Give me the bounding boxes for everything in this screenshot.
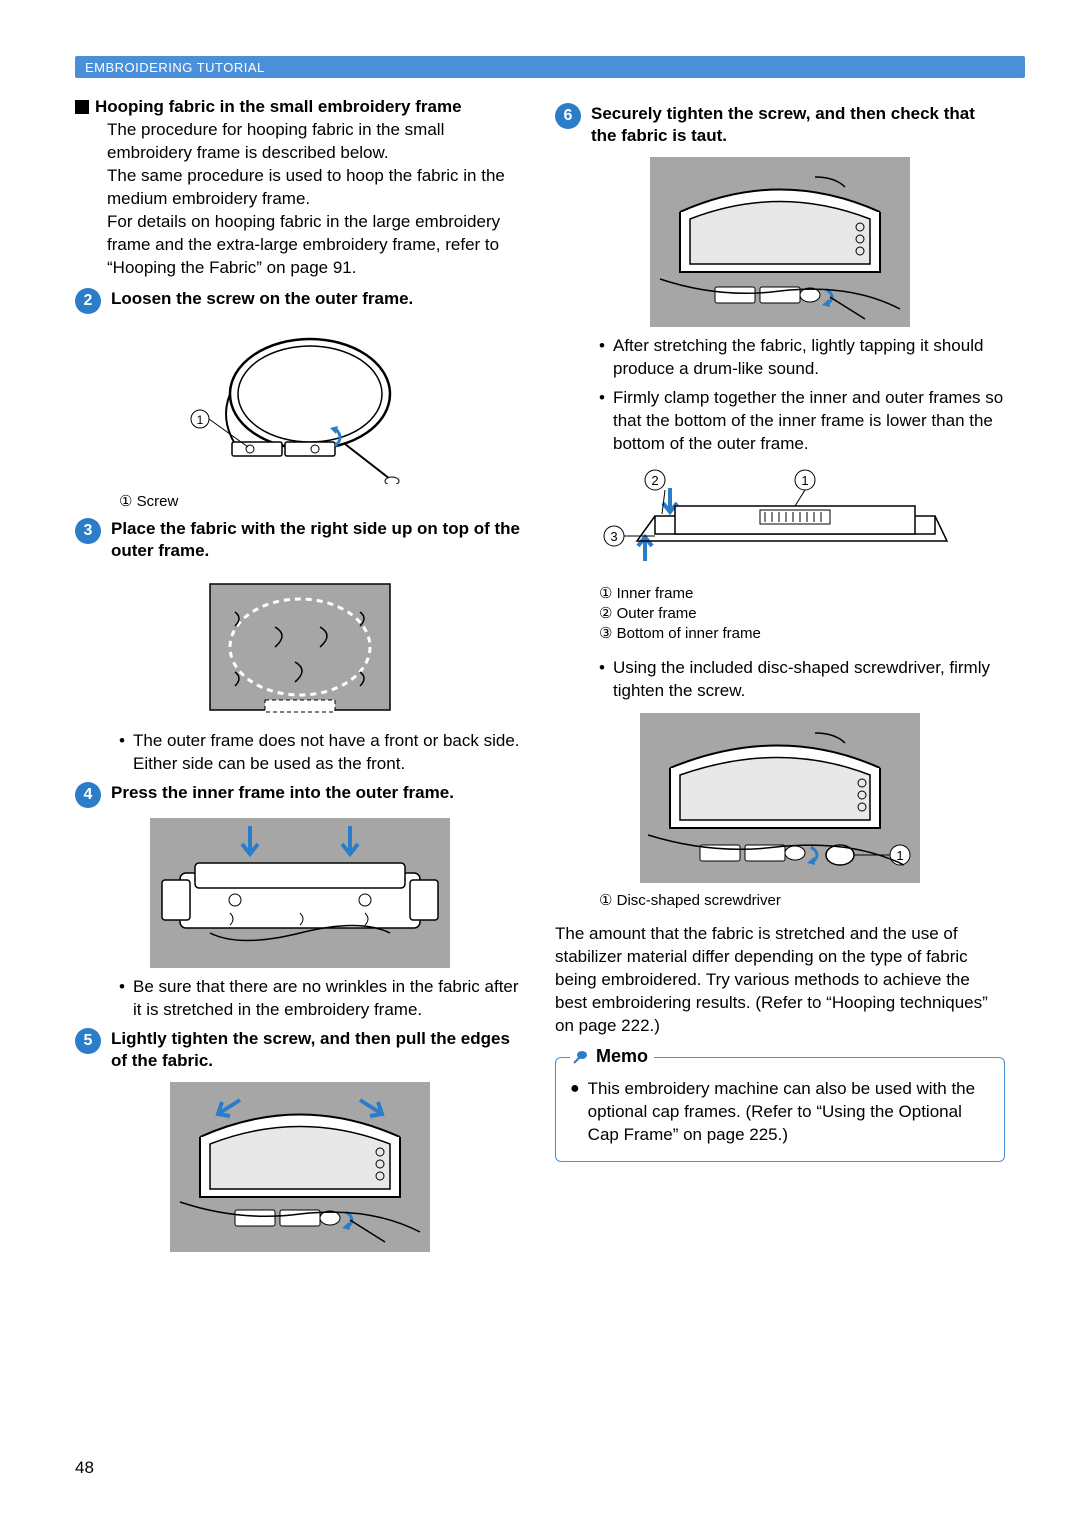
figure-securely-tighten — [650, 157, 910, 327]
intro-text: The procedure for hooping fabric in the … — [107, 119, 525, 280]
step-5: 5 Lightly tighten the screw, and then pu… — [75, 1028, 525, 1072]
figure-press-inner — [150, 818, 450, 968]
step-6-title: Securely tighten the screw, and then che… — [591, 103, 1005, 147]
figure-loosen-screw: 1 — [170, 324, 430, 484]
disc-caption: ① Disc-shaped screwdriver — [599, 891, 1005, 911]
square-bullet-icon — [75, 100, 89, 114]
closing-paragraph: The amount that the fabric is stretched … — [555, 923, 1005, 1038]
step-2: 2 Loosen the screw on the outer frame. — [75, 288, 525, 314]
label-outer-frame: Outer frame — [617, 605, 697, 622]
step-3-bullet: The outer frame does not have a front or… — [119, 730, 525, 776]
svg-text:1: 1 — [801, 473, 808, 488]
memo-header: Memo — [570, 1046, 654, 1067]
step-6-bullets-a: After stretching the fabric, lightly tap… — [599, 335, 1005, 456]
label-inner-frame: Inner frame — [617, 585, 694, 602]
memo-box: Memo ● This embroidery machine can also … — [555, 1057, 1005, 1161]
memo-body-text: This embroidery machine can also be used… — [588, 1078, 990, 1147]
memo-title: Memo — [596, 1046, 648, 1067]
svg-text:1: 1 — [197, 413, 204, 427]
cross-section-caption-3: ③ Bottom of inner frame — [599, 624, 1005, 644]
step-number-badge: 3 — [75, 518, 101, 544]
label-disc-screwdriver: Disc-shaped screwdriver — [617, 892, 781, 909]
step-4-bullets: Be sure that there are no wrinkles in th… — [119, 976, 525, 1022]
caption-screw: Screw — [137, 493, 179, 510]
svg-text:1: 1 — [896, 848, 903, 863]
figure-disc-screwdriver: 1 — [640, 713, 920, 883]
step-4-title: Press the inner frame into the outer fra… — [111, 782, 525, 804]
step-4-bullet: Be sure that there are no wrinkles in th… — [119, 976, 525, 1022]
bullet-clamp-frames: Firmly clamp together the inner and oute… — [599, 387, 1005, 456]
svg-text:2: 2 — [651, 473, 658, 488]
step-number-badge: 5 — [75, 1028, 101, 1054]
step-number-badge: 4 — [75, 782, 101, 808]
step-number-badge: 2 — [75, 288, 101, 314]
step-6: 6 Securely tighten the screw, and then c… — [555, 103, 1005, 147]
header-bar: EMBROIDERING TUTORIAL — [75, 56, 1025, 78]
step-2-title: Loosen the screw on the outer frame. — [111, 288, 525, 310]
section-title: Hooping fabric in the small embroidery f… — [95, 97, 462, 117]
pin-icon — [570, 1047, 590, 1067]
figure-frame-cross-section: 1 2 3 — [600, 466, 960, 576]
left-column: Hooping fabric in the small embroidery f… — [75, 97, 525, 1260]
figure-lightly-tighten — [170, 1082, 430, 1252]
right-column: 6 Securely tighten the screw, and then c… — [555, 97, 1005, 1260]
step-3-bullets: The outer frame does not have a front or… — [119, 730, 525, 776]
step-5-title: Lightly tighten the screw, and then pull… — [111, 1028, 525, 1072]
section-title-row: Hooping fabric in the small embroidery f… — [75, 97, 525, 117]
step-number-badge: 6 — [555, 103, 581, 129]
cross-section-caption-2: ② Outer frame — [599, 604, 1005, 624]
step-3-title: Place the fabric with the right side up … — [111, 518, 525, 562]
bullet-disc-screwdriver: Using the included disc-shaped screwdriv… — [599, 657, 1005, 703]
step-6-bullets-b: Using the included disc-shaped screwdriv… — [599, 657, 1005, 703]
step-2-caption: ① Screw — [119, 492, 525, 512]
step-4: 4 Press the inner frame into the outer f… — [75, 782, 525, 808]
page-number: 48 — [75, 1458, 94, 1478]
figure-place-fabric — [195, 572, 405, 722]
label-bottom-inner: Bottom of inner frame — [617, 625, 761, 642]
svg-text:3: 3 — [610, 529, 617, 544]
bullet-drum-sound: After stretching the fabric, lightly tap… — [599, 335, 1005, 381]
header-text: EMBROIDERING TUTORIAL — [85, 60, 265, 75]
memo-bullet-icon: ● — [570, 1078, 580, 1147]
step-3: 3 Place the fabric with the right side u… — [75, 518, 525, 562]
cross-section-caption-1: ① Inner frame — [599, 584, 1005, 604]
